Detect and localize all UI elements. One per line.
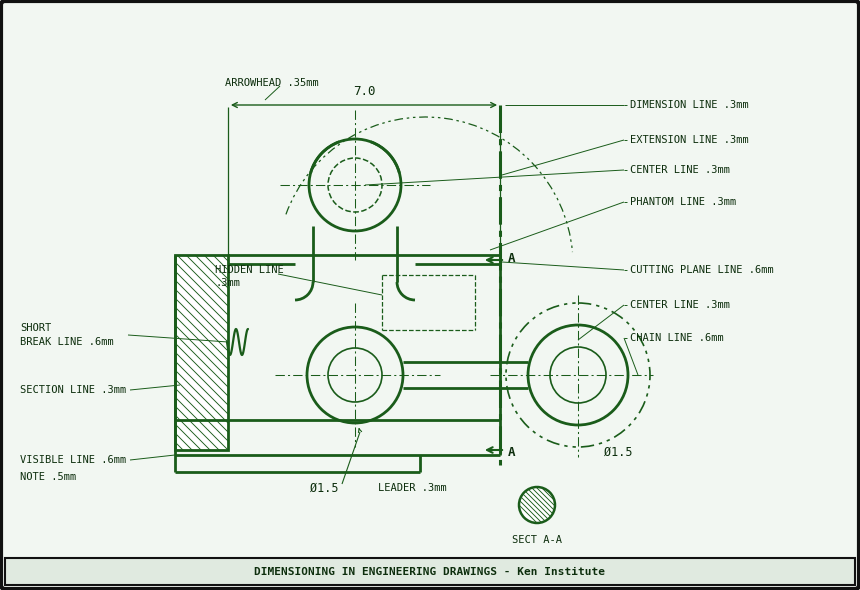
- Text: PHANTOM LINE .3mm: PHANTOM LINE .3mm: [630, 197, 736, 207]
- Text: SHORT: SHORT: [20, 323, 52, 333]
- Text: Ø1.5: Ø1.5: [604, 445, 632, 458]
- Circle shape: [519, 487, 555, 523]
- Text: SECT A-A: SECT A-A: [512, 535, 562, 545]
- Text: NOTE .5mm: NOTE .5mm: [20, 472, 77, 482]
- Text: CENTER LINE .3mm: CENTER LINE .3mm: [630, 300, 730, 310]
- Text: DIMENSIONING IN ENGINEERING DRAWINGS - Ken Institute: DIMENSIONING IN ENGINEERING DRAWINGS - K…: [255, 567, 605, 577]
- Text: CUTTING PLANE LINE .6mm: CUTTING PLANE LINE .6mm: [630, 265, 774, 275]
- Text: A: A: [508, 251, 515, 264]
- Text: CENTER LINE .3mm: CENTER LINE .3mm: [630, 165, 730, 175]
- Text: 7.0: 7.0: [353, 85, 375, 98]
- Text: Ø1.5: Ø1.5: [310, 481, 339, 494]
- Bar: [175, 255, 228, 450]
- Bar: [5, 558, 855, 585]
- Text: HIDDEN LINE: HIDDEN LINE: [215, 265, 284, 275]
- Text: A: A: [508, 445, 515, 458]
- Text: BREAK LINE .6mm: BREAK LINE .6mm: [20, 337, 114, 347]
- Text: LEADER .3mm: LEADER .3mm: [378, 483, 446, 493]
- Text: ARROWHEAD .35mm: ARROWHEAD .35mm: [225, 78, 319, 88]
- Text: .3mm: .3mm: [215, 278, 240, 288]
- Text: CHAIN LINE .6mm: CHAIN LINE .6mm: [630, 333, 724, 343]
- Text: SECTION LINE .3mm: SECTION LINE .3mm: [20, 385, 126, 395]
- Text: EXTENSION LINE .3mm: EXTENSION LINE .3mm: [630, 135, 749, 145]
- Text: DIMENSION LINE .3mm: DIMENSION LINE .3mm: [630, 100, 749, 110]
- Text: VISIBLE LINE .6mm: VISIBLE LINE .6mm: [20, 455, 126, 465]
